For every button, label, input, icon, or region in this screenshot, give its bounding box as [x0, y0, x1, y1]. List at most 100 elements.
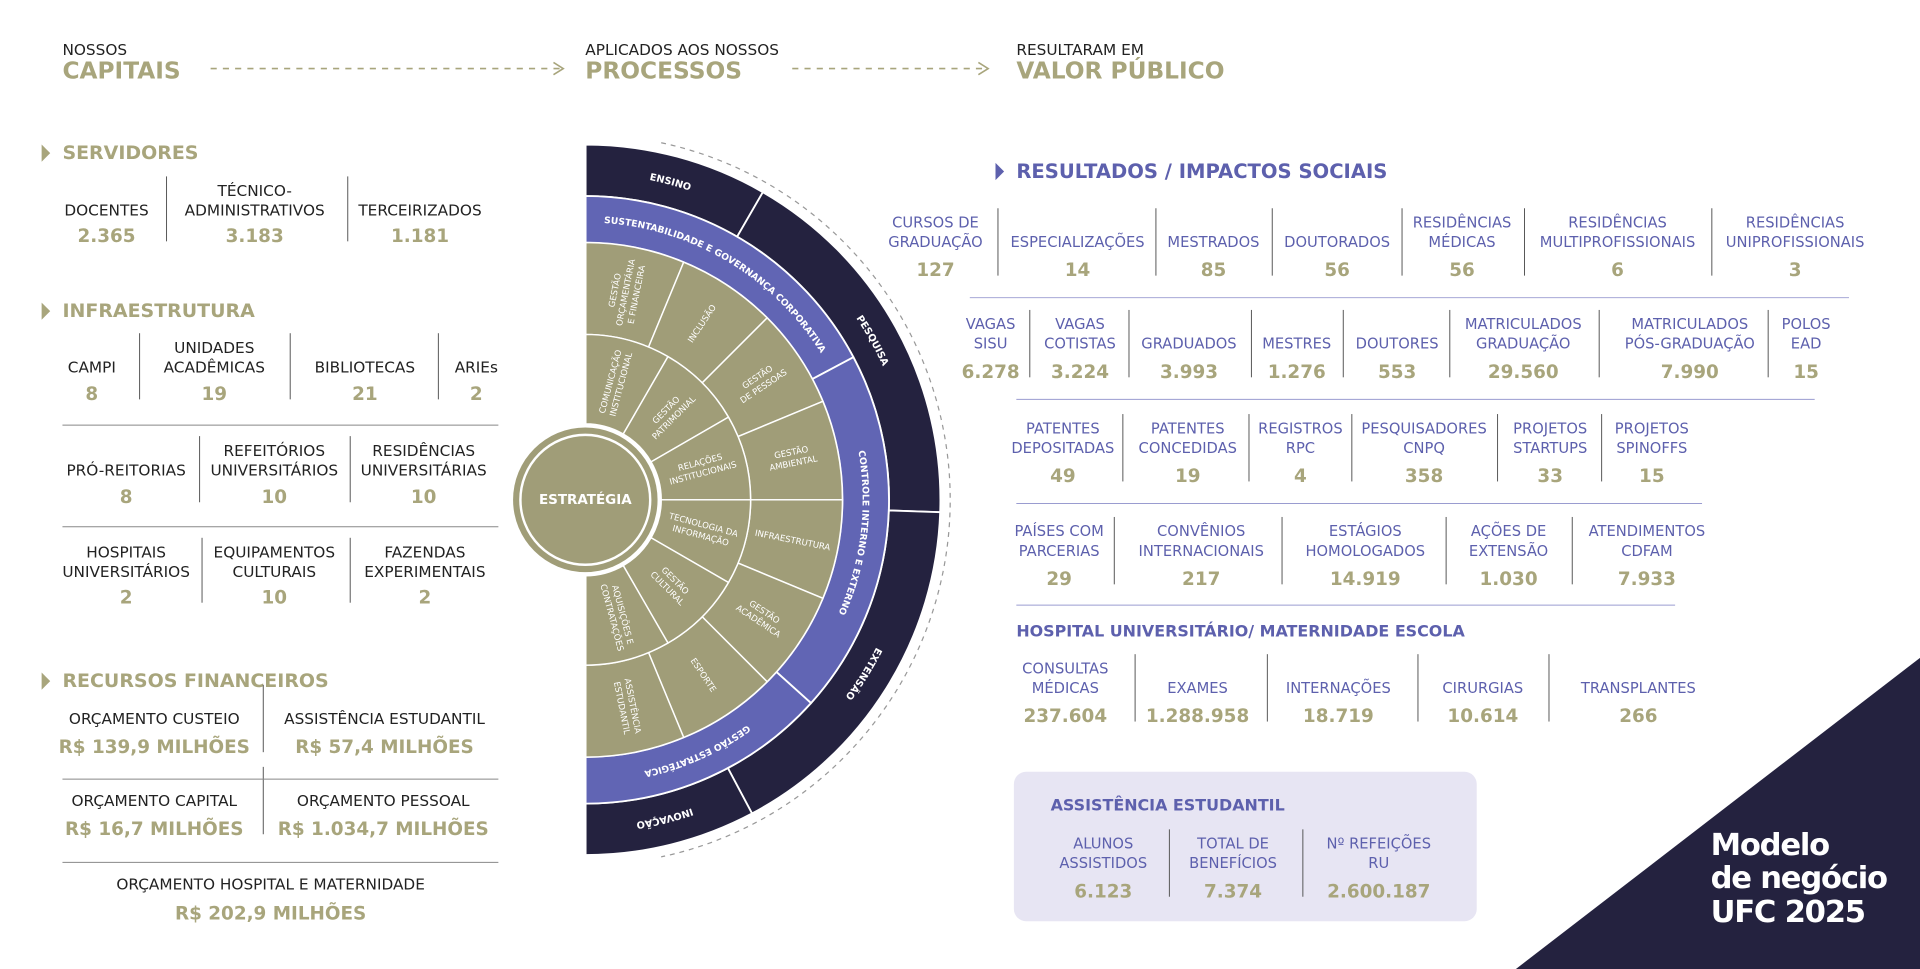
- item-label: DOCENTES: [64, 202, 148, 220]
- item-label: SPINOFFS: [1616, 440, 1687, 457]
- item-value: 7.374: [1204, 881, 1262, 902]
- item-value: 3.993: [1160, 362, 1218, 383]
- item-value: 10: [411, 487, 437, 508]
- item-label: REGISTROS: [1258, 420, 1343, 437]
- item-value: 2.600.187: [1327, 881, 1430, 902]
- item-label: EXPERIMENTAIS: [364, 563, 485, 581]
- section-title: INFRAESTRUTURA: [62, 300, 255, 322]
- item-value: 19: [202, 384, 228, 405]
- item-value: 2: [120, 587, 133, 608]
- item-label: CONCEDIDAS: [1139, 440, 1237, 457]
- corner-triangle: [1515, 657, 1920, 969]
- item-value: 14: [1065, 260, 1091, 281]
- item-label: ORÇAMENTO PESSOAL: [297, 792, 470, 810]
- item-label: MESTRADOS: [1167, 234, 1259, 251]
- item-value: 358: [1405, 466, 1443, 487]
- box-title: ASSISTÊNCIA ESTUDANTIL: [1051, 795, 1285, 814]
- item-label: PAÍSES COM: [1014, 522, 1103, 540]
- item-value: 29.560: [1488, 362, 1559, 383]
- item-label: UNIPROFISSIONAIS: [1726, 234, 1865, 251]
- header-kicker: RESULTARAM EM: [1016, 41, 1144, 59]
- item-label: RU: [1368, 855, 1389, 872]
- bullet: [41, 302, 51, 320]
- item-value: 10: [262, 587, 288, 608]
- arrow-head: [977, 61, 990, 76]
- item-label: UNIVERSITÁRIOS: [62, 562, 190, 581]
- item-value: 18.719: [1303, 706, 1374, 727]
- item-label: AÇÕES DE: [1471, 523, 1546, 540]
- item-label: MULTIPROFISSIONAIS: [1540, 234, 1695, 251]
- item-label: EXTENSÃO: [1469, 543, 1548, 560]
- item-value: 2.365: [77, 226, 135, 247]
- item-value: 266: [1619, 706, 1657, 727]
- item-value: 7.990: [1661, 362, 1719, 383]
- item-value: 1.276: [1268, 362, 1326, 383]
- item-value: 6: [1611, 260, 1624, 281]
- item-value: 3: [1789, 260, 1802, 281]
- item-value: 553: [1378, 362, 1416, 383]
- item-label: INTERNAÇÕES: [1286, 680, 1391, 697]
- item-label: MÉDICAS: [1032, 679, 1099, 697]
- item-label: CNPQ: [1403, 440, 1445, 457]
- item-value: 2: [470, 384, 483, 405]
- item-value: 15: [1793, 362, 1819, 383]
- item-label: EAD: [1791, 336, 1822, 353]
- item-value: R$ 139,9 MILHÕES: [59, 735, 250, 758]
- item-label: HOSPITAIS: [86, 543, 166, 561]
- arrow-head: [553, 61, 565, 76]
- item-value: 3.224: [1051, 362, 1109, 383]
- item-value: 56: [1449, 260, 1475, 281]
- item-value: 56: [1324, 260, 1350, 281]
- item-label: COTISTAS: [1044, 336, 1116, 353]
- item-value: 15: [1639, 466, 1665, 487]
- item-label: UNIVERSITÁRIOS: [210, 460, 338, 479]
- brand-text: de negócio: [1711, 861, 1887, 896]
- item-label: CONVÊNIOS: [1157, 522, 1245, 540]
- item-label: ACADÊMICAS: [164, 358, 265, 377]
- item-label: DOUTORES: [1356, 336, 1439, 353]
- bullet: [995, 162, 1005, 181]
- item-value: 237.604: [1024, 706, 1108, 727]
- item-label: TÉCNICO-: [217, 181, 292, 200]
- item-label: ASSISTÊNCIA ESTUDANTIL: [284, 709, 485, 728]
- item-value: 6.278: [962, 362, 1020, 383]
- header-kicker: NOSSOS: [62, 41, 127, 59]
- item-value: 4: [1294, 466, 1307, 487]
- item-label: PRÓ-REITORIAS: [66, 460, 185, 479]
- item-label: RESIDÊNCIAS: [1746, 213, 1845, 231]
- item-label: VAGAS: [1055, 316, 1105, 333]
- item-label: PATENTES: [1026, 420, 1100, 437]
- item-label: Nº REFEIÇÕES: [1327, 836, 1432, 853]
- item-value: 10.614: [1447, 706, 1518, 727]
- item-label: ORÇAMENTO CUSTEIO: [69, 710, 240, 728]
- center-label: ESTRATÉGIA: [539, 491, 632, 508]
- item-label: PESQUISADORES: [1361, 420, 1486, 437]
- item-label: BIBLIOTECAS: [315, 359, 415, 377]
- item-label: PARCERIAS: [1019, 543, 1100, 560]
- item-label: CONSULTAS: [1022, 660, 1108, 677]
- item-label: UNIDADES: [174, 339, 254, 357]
- item-value: R$ 202,9 MILHÕES: [175, 901, 366, 924]
- item-label: SISU: [974, 336, 1008, 353]
- section-title: RESULTADOS / IMPACTOS SOCIAIS: [1016, 160, 1387, 183]
- item-label: REFEITÓRIOS: [224, 441, 326, 460]
- item-label: VAGAS: [966, 316, 1016, 333]
- item-label: TRANSPLANTES: [1580, 680, 1696, 697]
- item-label: CULTURAIS: [233, 563, 317, 581]
- item-label: ASSISTIDOS: [1059, 855, 1147, 872]
- item-value: 1.288.958: [1146, 706, 1249, 727]
- item-label: RESIDÊNCIAS: [1413, 213, 1512, 231]
- item-label: CAMPI: [68, 359, 116, 377]
- item-value: R$ 57,4 MILHÕES: [295, 735, 473, 758]
- item-label: CDFAM: [1621, 543, 1672, 560]
- item-label: PÓS-GRADUAÇÃO: [1625, 335, 1755, 353]
- item-label: DOUTORADOS: [1284, 234, 1390, 251]
- item-label: RPC: [1286, 440, 1315, 457]
- item-label: DEPOSITADAS: [1011, 440, 1114, 457]
- item-value: 33: [1537, 466, 1563, 487]
- brand-text: UFC 2025: [1711, 895, 1865, 930]
- item-label: CURSOS DE: [892, 214, 979, 231]
- item-label: RESIDÊNCIAS: [372, 441, 475, 460]
- item-label: GRADUAÇÃO: [888, 234, 982, 251]
